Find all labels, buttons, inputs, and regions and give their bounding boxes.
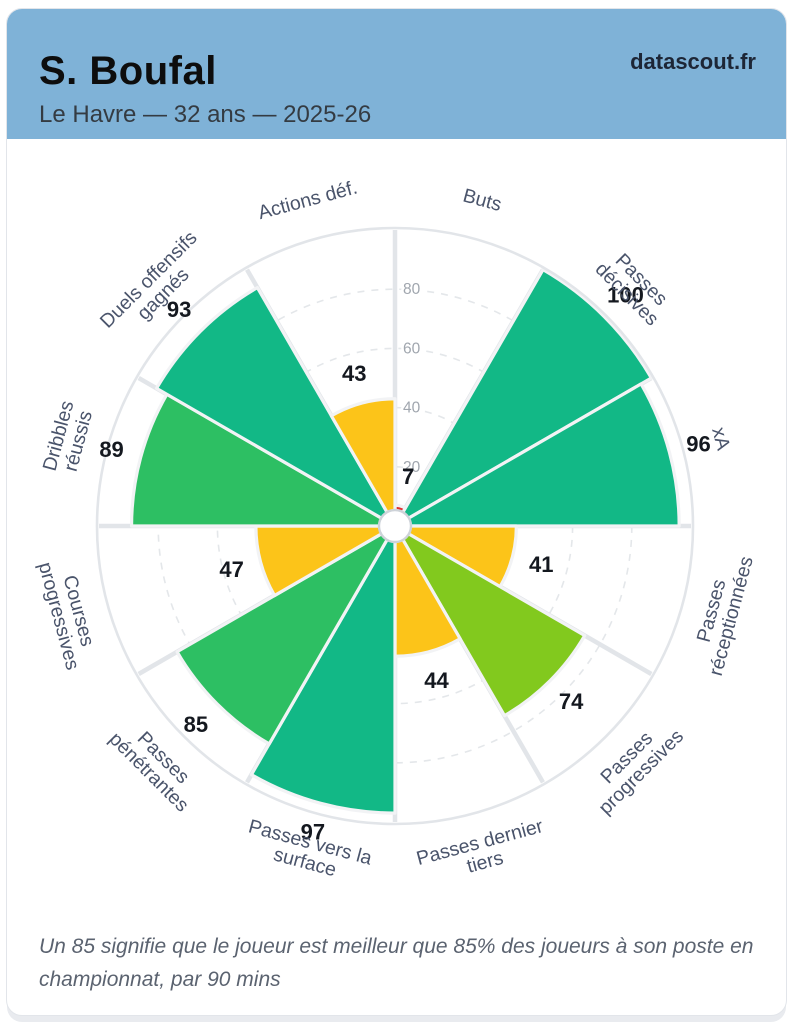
center-hub — [377, 508, 413, 544]
player-card: S. Boufal Le Havre — 32 ans — 2025-26 da… — [6, 8, 787, 1016]
axis-tick-label: 80 — [403, 281, 421, 298]
axis-tick-label: 20 — [403, 459, 421, 476]
slice-label: Passesréceptionnées — [685, 549, 758, 679]
pizza-chart-svg: 20 40 60 80 7 100 96 41 74 44 97 85 47 89 93 43 Buts Pass… — [34, 177, 758, 890]
slice-value: 93 — [167, 297, 191, 322]
slice-label: Passesprogressives — [580, 711, 688, 819]
slice-passes-vers-la-surface — [249, 524, 397, 815]
outer-ring — [95, 226, 695, 826]
slice-label: xA — [707, 425, 734, 453]
slice-xa — [393, 382, 681, 528]
slice-actions-d-f- — [329, 397, 397, 528]
slice-value: 7 — [402, 464, 414, 489]
slice-value: 100 — [607, 282, 644, 307]
slice-value: 44 — [424, 668, 449, 693]
brand-logo: datascout.fr — [630, 49, 756, 74]
slice-dribbles-r-ussis — [129, 392, 397, 528]
slice-value: 74 — [559, 689, 584, 714]
slice-passes-p-n-trantes — [175, 524, 397, 746]
chart-footnote: Un 85 signifie que le joueur est meilleu… — [39, 935, 754, 991]
slice-value: 43 — [342, 361, 366, 386]
axis-tick-label: 40 — [403, 400, 421, 417]
pizza-chart: 20 40 60 80 7 100 96 41 74 44 97 85 47 89 93 43 Buts Pass… — [7, 141, 788, 919]
page-title: S. Boufal — [39, 49, 217, 93]
slice-passes-d-cisives — [393, 268, 653, 528]
slice-value: 97 — [301, 819, 325, 844]
axis-tick-label: 60 — [403, 340, 421, 357]
card-header: S. Boufal Le Havre — 32 ans — 2025-26 da… — [7, 9, 786, 139]
slice-passes-progressives — [393, 524, 587, 718]
slice-label: Duels offensifsgagnés — [96, 227, 216, 347]
slice-value: 41 — [529, 552, 553, 577]
slice-label: Coursesprogressives — [34, 555, 104, 673]
slice-value: 47 — [219, 557, 243, 582]
slice-label: Dribblesréussis — [39, 398, 99, 478]
player-subtitle: Le Havre — 32 ans — 2025-26 — [39, 101, 372, 128]
slice-label: Passes derniertiers — [414, 815, 551, 890]
slice-value: 89 — [99, 437, 123, 462]
slice-label: Buts — [461, 185, 505, 216]
slice-value: 96 — [686, 432, 710, 457]
slice-value: 85 — [184, 712, 208, 737]
slice-label: Actions déf. — [256, 177, 360, 225]
slice-duels-offensifs-gagn-s — [155, 286, 397, 528]
